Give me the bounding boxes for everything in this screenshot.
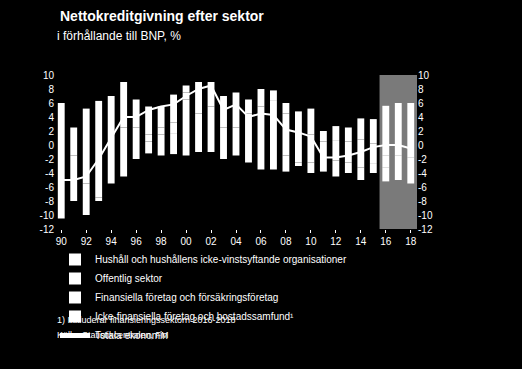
svg-text:-6: -6	[45, 182, 54, 193]
svg-text:2: 2	[418, 126, 424, 137]
svg-text:90: 90	[56, 236, 68, 247]
svg-text:i förhållande till BNP, %: i förhållande till BNP, %	[57, 29, 181, 43]
svg-text:12: 12	[330, 236, 342, 247]
svg-text:94: 94	[106, 236, 118, 247]
svg-text:00: 00	[181, 236, 193, 247]
svg-text:-4: -4	[45, 168, 54, 179]
svg-text:Källa: Statistikcentralen, FM: Källa: Statistikcentralen, FM	[57, 330, 169, 340]
svg-text:10: 10	[305, 236, 317, 247]
svg-text:10: 10	[43, 70, 55, 81]
svg-text:0: 0	[48, 140, 54, 151]
svg-text:6: 6	[418, 98, 424, 109]
svg-text:-8: -8	[45, 196, 54, 207]
svg-text:92: 92	[81, 236, 93, 247]
svg-text:16: 16	[380, 236, 392, 247]
svg-text:4: 4	[48, 112, 54, 123]
svg-text:-4: -4	[418, 168, 427, 179]
svg-text:14: 14	[355, 236, 367, 247]
svg-text:Finansiella företag och försäk: Finansiella företag och försäkringsföret…	[95, 292, 278, 303]
svg-text:2: 2	[48, 126, 54, 137]
svg-text:08: 08	[280, 236, 292, 247]
svg-text:-6: -6	[418, 182, 427, 193]
svg-text:8: 8	[48, 84, 54, 95]
svg-text:8: 8	[418, 84, 424, 95]
svg-text:02: 02	[205, 236, 217, 247]
svg-text:-10: -10	[40, 210, 55, 221]
svg-text:0: 0	[418, 140, 424, 151]
svg-text:6: 6	[48, 98, 54, 109]
svg-text:4: 4	[418, 112, 424, 123]
svg-text:1) Inkluderar finansieringssek: 1) Inkluderar finansieringssektorn 2016-…	[57, 315, 236, 325]
svg-text:18: 18	[405, 236, 417, 247]
svg-text:98: 98	[156, 236, 168, 247]
svg-text:Icke-finansiella företag och b: Icke-finansiella företag och bostadssamf…	[95, 311, 294, 322]
svg-text:Hushåll och hushållens icke-vi: Hushåll och hushållens icke-vinstsyftand…	[95, 254, 347, 265]
svg-text:-12: -12	[418, 224, 433, 235]
svg-text:Totala ekonomin: Totala ekonomin	[95, 330, 168, 341]
svg-text:-12: -12	[40, 224, 55, 235]
svg-text:-2: -2	[45, 154, 54, 165]
svg-text:-10: -10	[418, 210, 433, 221]
svg-text:-2: -2	[418, 154, 427, 165]
svg-text:-8: -8	[418, 196, 427, 207]
svg-text:Nettokreditgivning efter sekto: Nettokreditgivning efter sektor	[60, 8, 264, 24]
svg-text:96: 96	[131, 236, 143, 247]
svg-text:Offentlig sektor: Offentlig sektor	[95, 273, 163, 284]
svg-text:10: 10	[418, 70, 430, 81]
svg-text:06: 06	[255, 236, 267, 247]
svg-text:04: 04	[230, 236, 242, 247]
